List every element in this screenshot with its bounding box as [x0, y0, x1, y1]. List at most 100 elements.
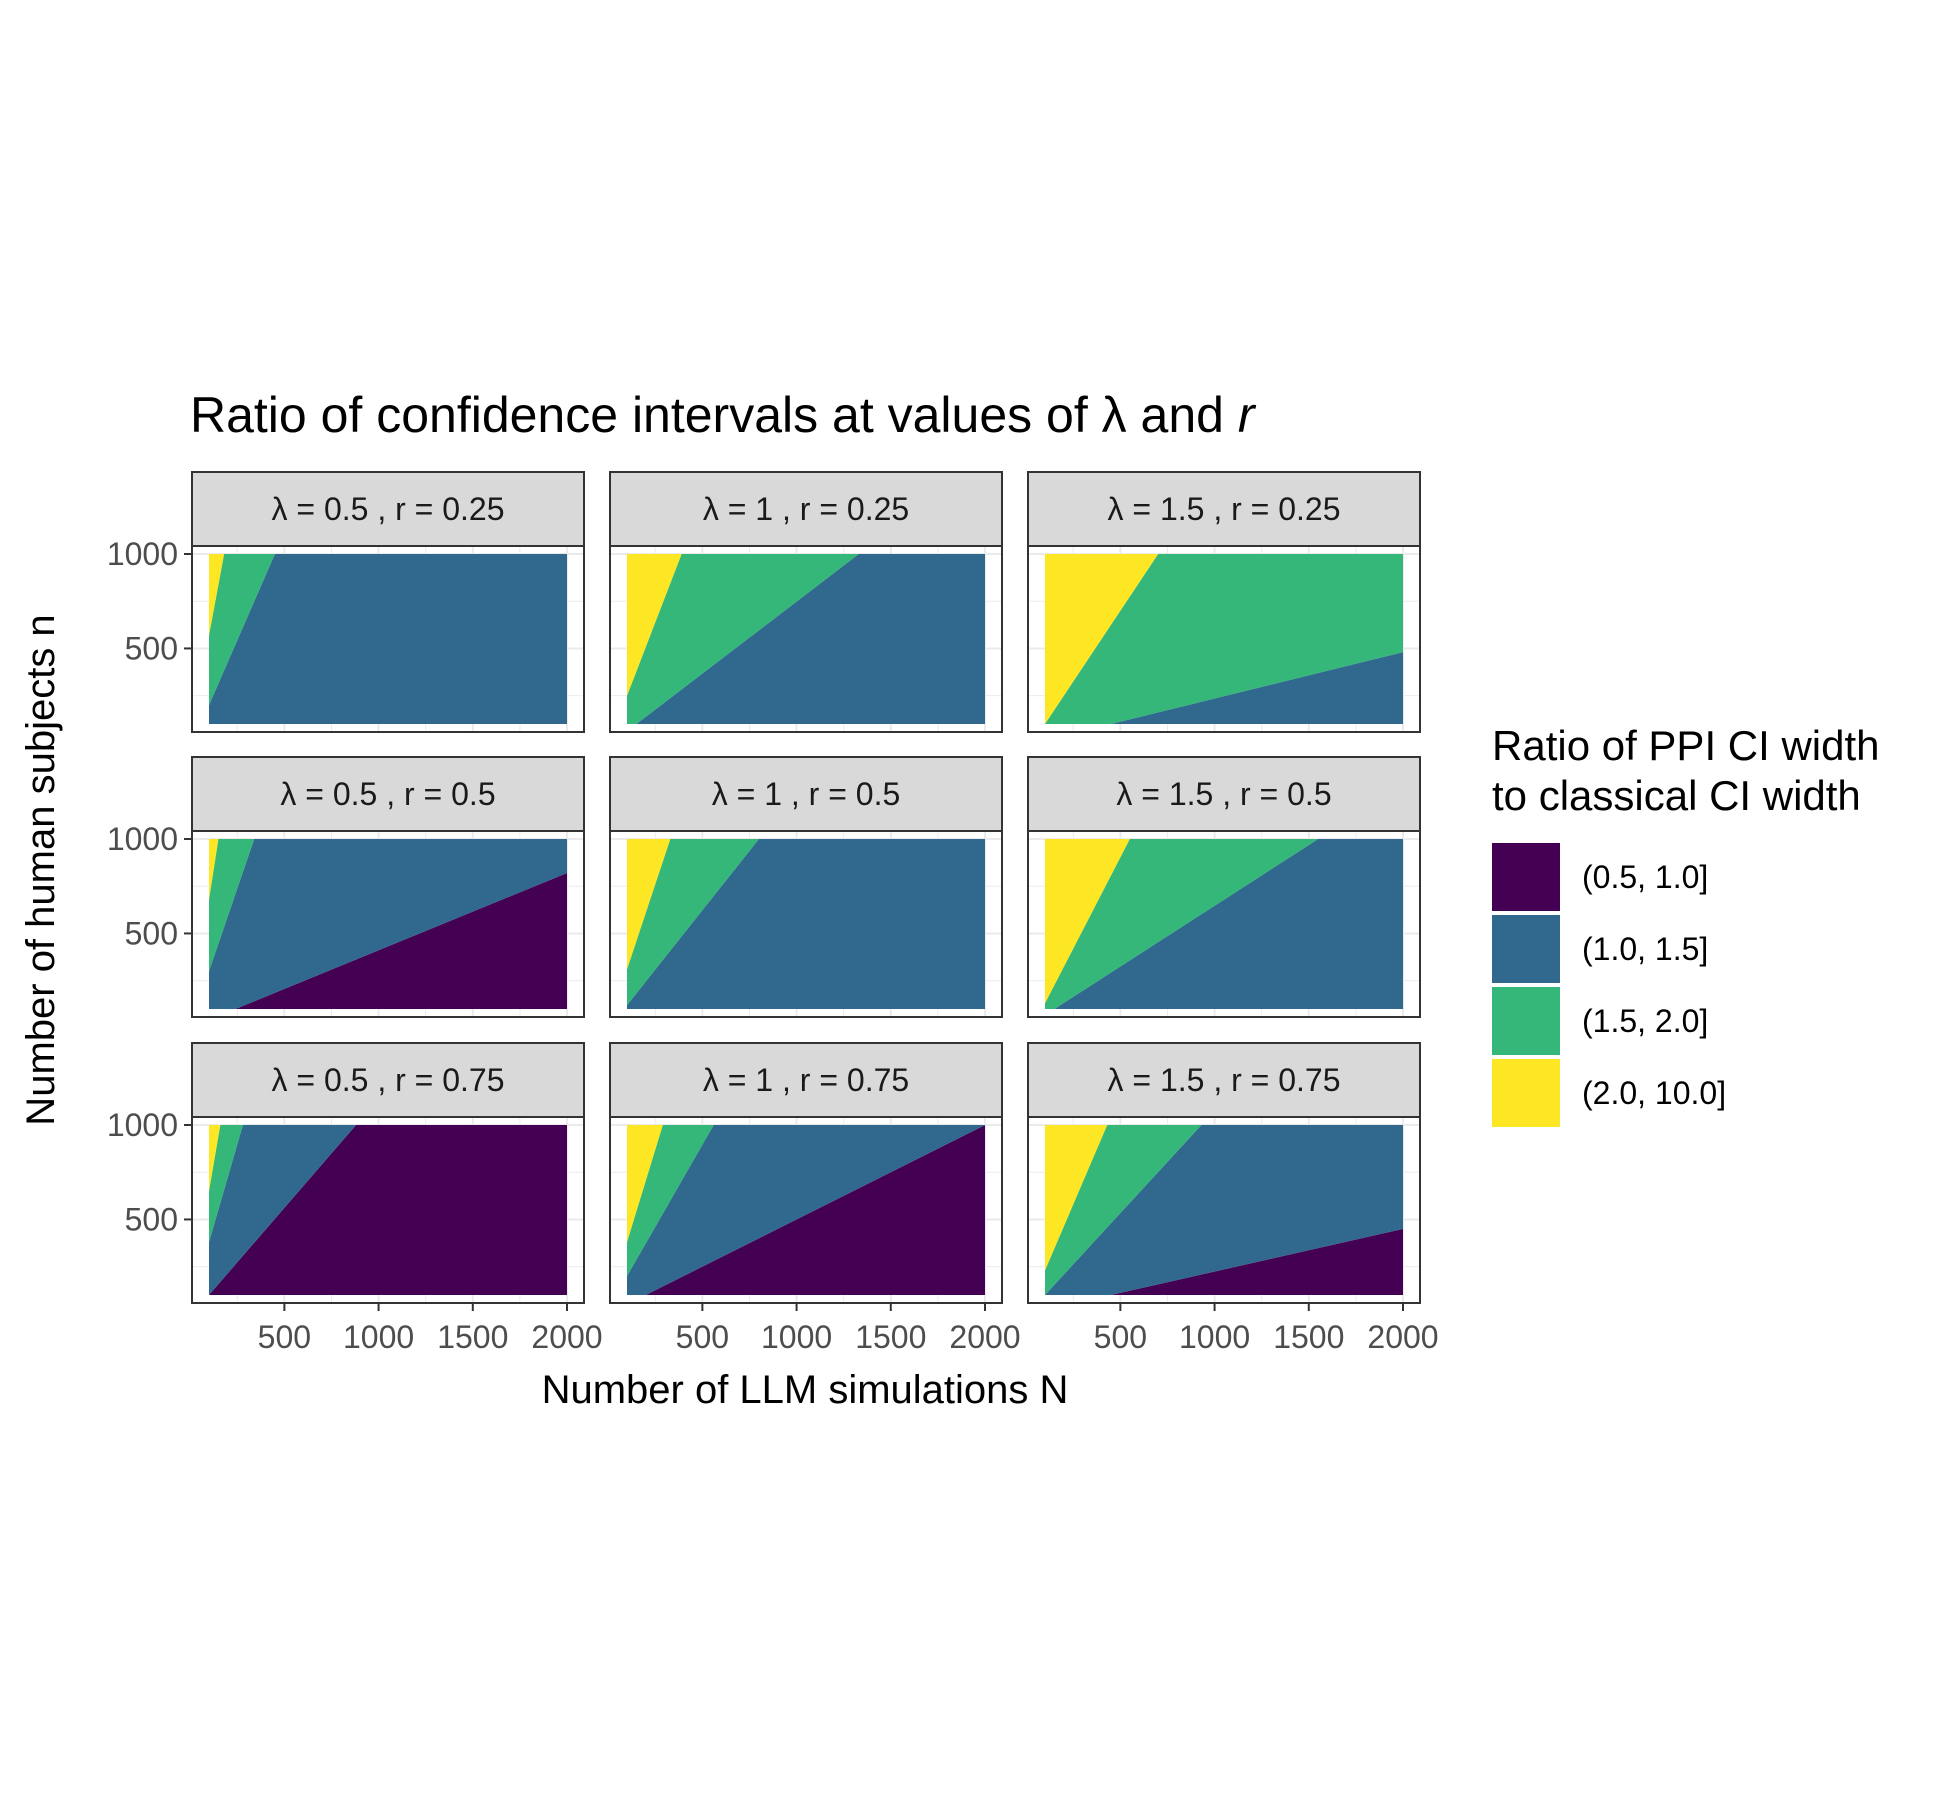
facet-strip	[191, 756, 585, 832]
legend: Ratio of PPI CI width to classical CI wi…	[1492, 722, 1880, 1127]
region-area	[627, 839, 985, 1009]
panel-border	[609, 830, 1003, 1018]
x-tick-label: 2000	[531, 1319, 602, 1355]
legend-item-label: (2.0, 10.0]	[1582, 1075, 1726, 1111]
region-area	[627, 554, 682, 696]
region-area	[627, 1125, 714, 1277]
legend-key	[1492, 915, 1560, 983]
legend-title-line2: to classical CI width	[1492, 772, 1861, 819]
facet-strip	[1027, 1042, 1421, 1118]
x-tick-label: 1000	[1179, 1319, 1250, 1355]
y-tick-label: 500	[125, 915, 178, 951]
chart-title-italic: r	[1238, 387, 1257, 443]
facet-panel: λ = 1 , r = 0.25	[609, 471, 1003, 733]
x-tick-label: 500	[258, 1319, 311, 1355]
region-area	[1045, 1125, 1202, 1295]
facet-panel: λ = 1.5 , r = 0.5	[1027, 756, 1421, 1018]
facet-panel: λ = 0.5 , r = 0.5	[191, 756, 585, 1018]
region-area	[209, 839, 255, 972]
region-area	[627, 839, 759, 1006]
x-tick-label: 500	[676, 1319, 729, 1355]
facet-panel: λ = 1 , r = 0.5	[609, 756, 1003, 1018]
panel-border	[609, 545, 1003, 733]
region-area	[1045, 1125, 1108, 1271]
legend-item-label: (1.0, 1.5]	[1582, 931, 1708, 967]
y-axis-label: Number of human subjects n	[19, 614, 63, 1125]
x-tick-label: 2000	[1367, 1319, 1438, 1355]
facet-strip	[609, 756, 1003, 832]
facet-strip-label: λ = 1 , r = 0.75	[703, 1062, 909, 1098]
region-area	[209, 839, 567, 1009]
panel-border	[191, 545, 585, 733]
legend-title: Ratio of PPI CI width	[1492, 722, 1880, 769]
facet-strip	[191, 471, 585, 547]
legend-key	[1492, 987, 1560, 1055]
x-tick-label: 2000	[949, 1319, 1020, 1355]
y-tick-label: 1000	[107, 536, 178, 572]
facet-strip-label: λ = 1 , r = 0.25	[703, 491, 909, 527]
region-area	[627, 1125, 663, 1243]
region-area	[1045, 554, 1159, 724]
region-area	[209, 1125, 567, 1295]
facet-strip-label: λ = 1 , r = 0.5	[712, 776, 901, 812]
region-area	[636, 554, 985, 724]
region-area	[235, 873, 567, 1009]
region-area	[627, 1125, 985, 1295]
region-area	[1054, 839, 1403, 1009]
x-tick-label: 500	[1094, 1319, 1147, 1355]
panel-border	[1027, 1116, 1421, 1304]
facet-panel: λ = 1 , r = 0.75	[609, 1042, 1003, 1304]
region-area	[1110, 652, 1403, 724]
facet-panel: λ = 1.5 , r = 0.25	[1027, 471, 1421, 733]
panel-border	[1027, 830, 1421, 1018]
y-tick-label: 500	[125, 1201, 178, 1237]
y-tick-label: 1000	[107, 821, 178, 857]
facet-strip-label: λ = 1.5 , r = 0.25	[1107, 491, 1340, 527]
x-tick-label: 1500	[437, 1319, 508, 1355]
region-area	[209, 1125, 243, 1243]
facet-strip-label: λ = 1.5 , r = 0.75	[1107, 1062, 1340, 1098]
region-area	[209, 554, 225, 636]
facet-strip-label: λ = 0.5 , r = 0.5	[280, 776, 495, 812]
facet-strip-label: λ = 0.5 , r = 0.75	[271, 1062, 504, 1098]
facet-strip-label: λ = 0.5 , r = 0.25	[271, 491, 504, 527]
legend-item-label: (0.5, 1.0]	[1582, 859, 1708, 895]
panel-border	[1027, 545, 1421, 733]
region-area	[645, 1125, 985, 1295]
facet-strip	[609, 1042, 1003, 1118]
axes-group: 500 1000 500 1000 500 1000 500 1000 1500 2000 500 1…	[107, 536, 1439, 1355]
x-tick-label: 1000	[343, 1319, 414, 1355]
region-area	[209, 554, 567, 724]
x-tick-label: 1500	[1273, 1319, 1344, 1355]
legend-key	[1492, 1059, 1560, 1127]
facet-strip	[191, 1042, 585, 1118]
legend-item-label: (1.5, 2.0]	[1582, 1003, 1708, 1039]
region-area	[1045, 839, 1130, 1004]
x-axis-label: Number of LLM simulations N	[542, 1368, 1069, 1412]
chart-title-main: Ratio of confidence intervals at values …	[190, 387, 1238, 443]
panel-grid: λ = 0.5 , r = 0.25 λ = 1 , r = 0.25 λ = 1.…	[191, 471, 1421, 1304]
region-area	[627, 839, 671, 970]
region-area	[209, 1125, 356, 1295]
facet-panel: λ = 1.5 , r = 0.75	[1027, 1042, 1421, 1304]
facet-strip	[1027, 756, 1421, 832]
panel-border	[191, 830, 585, 1018]
region-area	[1045, 839, 1319, 1009]
facet-strip	[1027, 471, 1421, 547]
panel-border	[191, 1116, 585, 1304]
region-area	[1045, 1125, 1403, 1295]
facet-strip	[609, 471, 1003, 547]
region-area	[1110, 1228, 1403, 1295]
region-area	[627, 554, 859, 724]
x-tick-label: 1500	[855, 1319, 926, 1355]
facet-panel: λ = 0.5 , r = 0.25	[191, 471, 585, 733]
region-area	[209, 554, 275, 706]
region-area	[209, 1125, 221, 1192]
facet-panel: λ = 0.5 , r = 0.75	[191, 1042, 585, 1304]
y-tick-label: 1000	[107, 1107, 178, 1143]
y-tick-label: 500	[125, 630, 178, 666]
x-tick-label: 1000	[761, 1319, 832, 1355]
region-area	[209, 839, 219, 900]
legend-key	[1492, 843, 1560, 911]
panel-border	[609, 1116, 1003, 1304]
